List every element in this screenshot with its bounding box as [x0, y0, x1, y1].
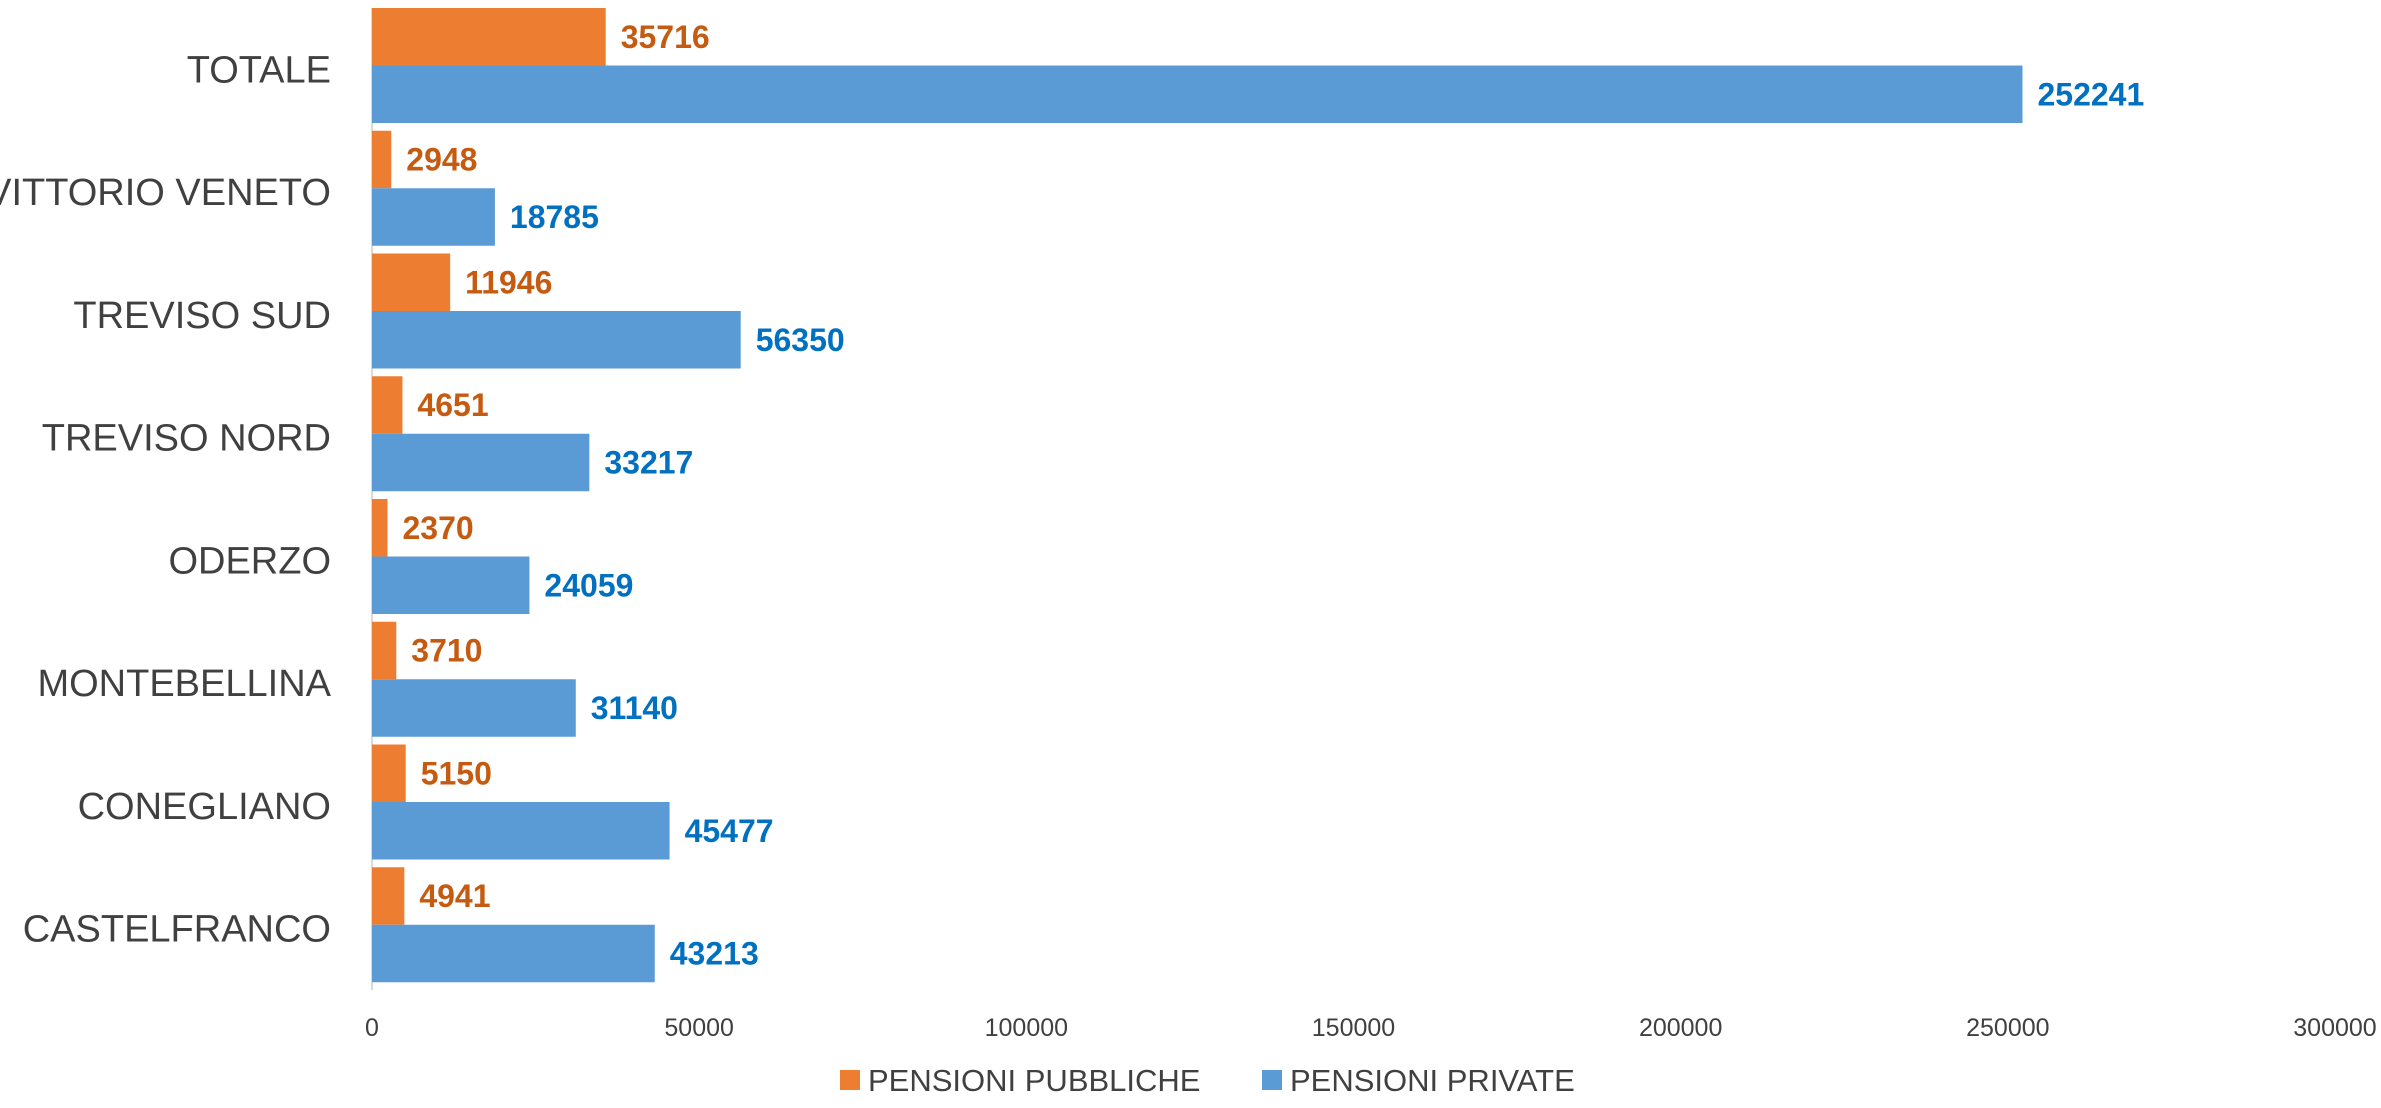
- data-label-pensioni-pubbliche-totale: 35716: [621, 19, 710, 55]
- category-label-montebellina: MONTEBELLINA: [37, 663, 331, 705]
- bar-pensioni-pubbliche-treviso-sud: [372, 253, 451, 311]
- data-label-pensioni-pubbliche-castelfranco: 4941: [419, 878, 490, 914]
- bar-pensioni-private-totale: [372, 65, 2023, 123]
- x-tick-label-200000: 200000: [1639, 1014, 1722, 1042]
- data-label-pensioni-private-oderzo: 24059: [544, 567, 633, 603]
- category-label-conegliano: CONEGLIANO: [78, 786, 331, 828]
- x-tick-label-250000: 250000: [1966, 1014, 2049, 1042]
- bar-pensioni-pubbliche-vittorio-veneto: [372, 130, 392, 189]
- x-tick-label-50000: 50000: [664, 1014, 734, 1042]
- bar-pensioni-pubbliche-treviso-nord: [372, 376, 403, 434]
- bar-pensioni-private-treviso-nord: [372, 433, 590, 492]
- bar-pensioni-private-conegliano: [372, 802, 670, 860]
- data-label-pensioni-private-treviso-nord: 33217: [604, 445, 693, 481]
- data-label-pensioni-private-castelfranco: 43213: [670, 936, 759, 972]
- category-label-treviso-sud: TREVISO SUD: [73, 295, 331, 337]
- legend-label-pensioni-pubbliche: PENSIONI PUBBLICHE: [868, 1063, 1200, 1098]
- legend-swatch-pensioni-pubbliche: [840, 1070, 860, 1090]
- bar-pensioni-private-oderzo: [372, 556, 530, 614]
- data-label-pensioni-pubbliche-oderzo: 2370: [403, 510, 474, 546]
- data-label-pensioni-pubbliche-treviso-nord: 4651: [417, 387, 488, 423]
- data-label-pensioni-pubbliche-treviso-sud: 11946: [465, 264, 552, 300]
- data-label-pensioni-private-totale: 252241: [2037, 76, 2144, 112]
- bar-pensioni-pubbliche-conegliano: [372, 744, 406, 802]
- x-tick-label-150000: 150000: [1312, 1014, 1395, 1042]
- legend-swatch-pensioni-private: [1262, 1070, 1282, 1090]
- bar-pensioni-pubbliche-oderzo: [372, 499, 388, 557]
- x-tick-label-0: 0: [365, 1014, 379, 1042]
- bars-group: [372, 8, 2023, 983]
- legend: PENSIONI PUBBLICHE PENSIONI PRIVATE: [840, 1063, 1575, 1098]
- x-tick-label-100000: 100000: [985, 1014, 1068, 1042]
- data-label-pensioni-pubbliche-montebellina: 3710: [411, 633, 482, 669]
- data-label-pensioni-private-treviso-sud: 56350: [756, 322, 845, 358]
- data-label-pensioni-pubbliche-vittorio-veneto: 2948: [406, 142, 477, 178]
- bar-pensioni-pubbliche-castelfranco: [372, 867, 405, 925]
- labels-group: TOTALE 35716 252241 VITTORIO VENETO 2948 1878…: [0, 19, 2144, 972]
- bar-pensioni-private-treviso-sud: [372, 311, 741, 369]
- data-label-pensioni-private-montebellina: 31140: [591, 690, 678, 726]
- data-label-pensioni-private-vittorio-veneto: 18785: [510, 199, 599, 235]
- x-tick-label-300000: 300000: [2293, 1014, 2376, 1042]
- bar-pensioni-pubbliche-totale: [372, 8, 606, 66]
- category-label-totale: TOTALE: [187, 49, 331, 91]
- category-label-treviso-nord: TREVISO NORD: [42, 418, 331, 460]
- category-label-oderzo: ODERZO: [168, 540, 331, 582]
- bar-pensioni-private-castelfranco: [372, 924, 655, 983]
- category-label-vittorio-veneto: VITTORIO VENETO: [0, 172, 331, 214]
- data-label-pensioni-private-conegliano: 45477: [685, 813, 774, 849]
- bar-pensioni-pubbliche-montebellina: [372, 621, 397, 680]
- legend-label-pensioni-private: PENSIONI PRIVATE: [1290, 1063, 1575, 1098]
- bar-pensioni-private-vittorio-veneto: [372, 188, 495, 246]
- data-label-pensioni-pubbliche-conegliano: 5150: [421, 755, 492, 791]
- axis-group: 0 50000 100000 150000 200000 250000 300000: [365, 8, 2377, 1042]
- category-label-castelfranco: CASTELFRANCO: [23, 909, 331, 951]
- bar-pensioni-private-montebellina: [372, 679, 576, 737]
